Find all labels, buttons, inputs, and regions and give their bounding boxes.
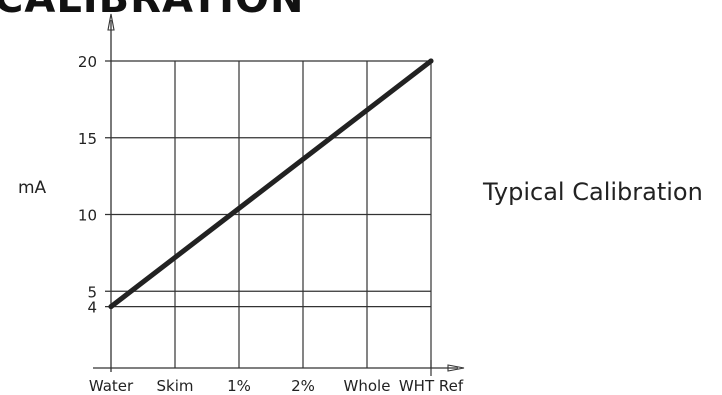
data-point-1 [428,58,434,64]
y-tick-label-20: 20 [78,53,97,71]
x-tick-label-0: Water [89,377,134,395]
y-axis-arrow [107,13,115,31]
typical-calibration-annotation: Typical Calibration [482,178,703,206]
y-tick-label-10: 10 [78,207,97,225]
series-layer [108,58,434,310]
y-tick-label-5: 5 [87,283,97,301]
x-tick-label-3: 2% [291,377,315,395]
x-tick-label-2: 1% [227,377,251,395]
y-tick-labels: 45 10 15 20 [78,53,97,317]
x-tick-labels: Water Skim 1% 2% Whole WHT Ref [89,377,464,395]
axes [93,13,465,376]
data-point-0 [108,304,114,310]
y-tick-label-4: 4 [87,299,97,317]
x-tick-label-1: Skim [157,377,194,395]
y-axis-label: mA [18,178,47,198]
x-axis-arrow [447,364,465,372]
gridlines [105,60,432,368]
x-tick-label-5: WHT Ref [399,377,464,395]
x-tick-label-4: Whole [344,377,391,395]
calibration-line [108,58,434,310]
y-tick-label-15: 15 [78,130,97,148]
chart-title: CALIBRATION [0,0,304,22]
